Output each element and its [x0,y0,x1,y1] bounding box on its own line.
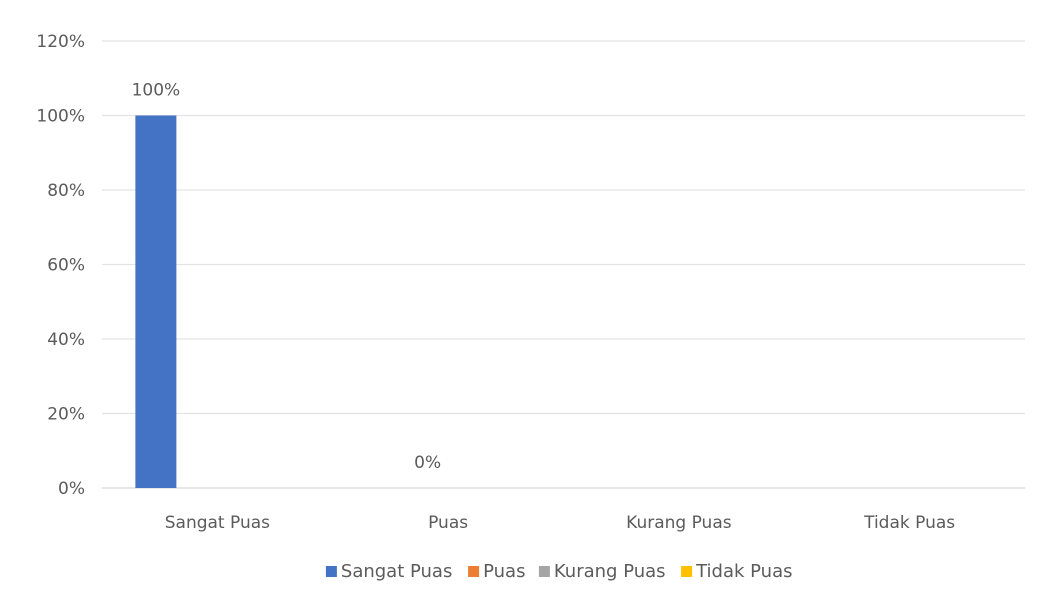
category-label: Tidak Puas [863,513,955,533]
legend-swatch [681,566,693,577]
y-tick-label: 100% [36,107,85,127]
data-label: 0% [414,453,441,473]
label-layer: 0% 20% 40% 60% 80% 100% 120% 100% Sangat Puas 0% P… [36,32,955,533]
category-label: Puas [428,513,468,533]
legend-label: Kurang Puas [554,561,666,582]
category-label: Kurang Puas [626,513,732,533]
bar-sangat-puas-sangat-puas [135,115,177,488]
y-tick-label: 120% [36,32,85,52]
y-tick-label: 60% [47,256,85,276]
category-label: Sangat Puas [165,513,270,533]
y-tick-label: 20% [47,405,85,425]
bar-layer [135,115,177,488]
legend-label: Puas [483,561,525,582]
y-tick-label: 40% [47,330,85,350]
legend-swatch [468,566,480,577]
legend-swatch [325,566,337,577]
legend-swatch [538,566,550,577]
legend-entry-tidak-puas: Tidak Puas [681,561,793,582]
legend-entry-puas: Puas [468,561,525,582]
legend-label: Sangat Puas [341,561,452,582]
y-tick-label: 0% [58,479,85,499]
data-label: 100% [132,81,181,101]
grid-layer [102,40,1025,489]
legend-entry-kurang-puas: Kurang Puas [538,561,666,582]
legend-label: Tidak Puas [695,561,792,582]
legend: Sangat Puas Puas Kurang Puas Tidak Puas [325,561,793,582]
legend-entry-sangat-puas: Sangat Puas [325,561,452,582]
y-tick-label: 80% [47,181,85,201]
